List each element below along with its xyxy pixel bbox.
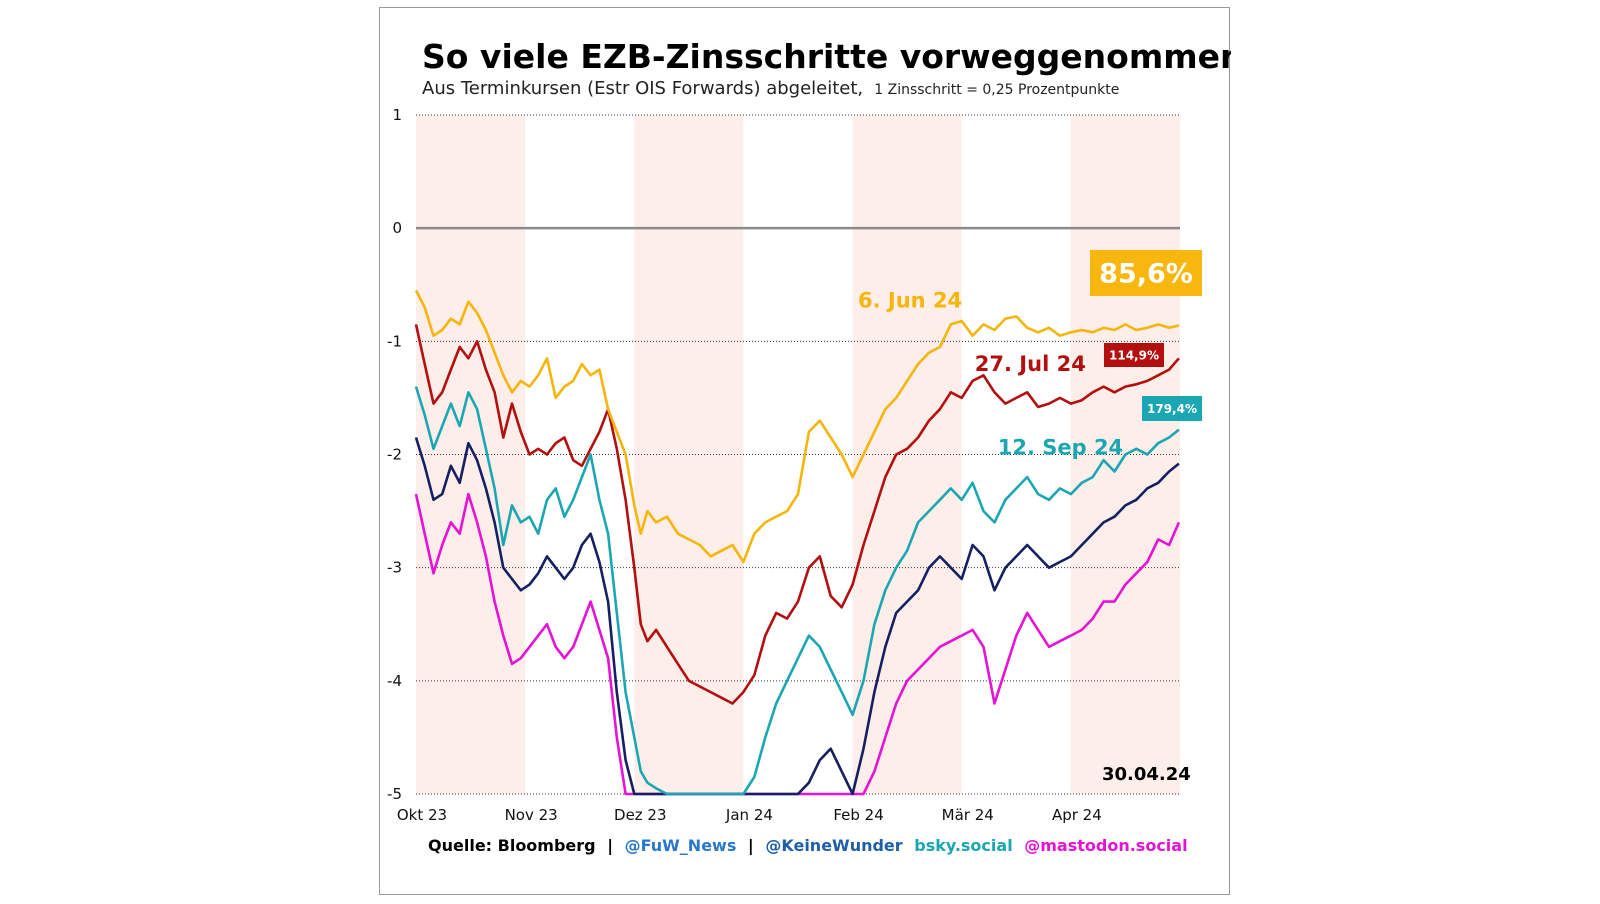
y-tick-label: -4 [387, 672, 402, 690]
series-labels-layer: 6. Jun 24 27. Jul 24 12. Sep 24 85,6% 114,9%… [858, 250, 1202, 460]
y-tick-label: -1 [387, 332, 402, 350]
y-tick-label: -3 [387, 559, 402, 577]
x-tick-label: Nov 23 [505, 806, 558, 824]
series-line-3 [414, 437, 1180, 796]
axis-labels-layer: 1 0 -1 -2 -3 -4 -5 Okt 23 Nov 23 Dez 23 Jan 24 Feb … [387, 106, 1102, 824]
value-badge-text: 179,4% [1147, 402, 1197, 416]
series-line-1 [414, 324, 1180, 705]
series-line-0 [414, 289, 1180, 564]
source-line: Quelle: Bloomberg | @FuW_News | @KeineWu… [428, 836, 1188, 856]
value-badge-text: 85,6% [1099, 259, 1193, 290]
chart-subtitle: Aus Terminkursen (Estr OIS Forwards) abg… [422, 78, 863, 99]
x-tick-label: Mär 24 [942, 806, 994, 824]
series-name-label: 12. Sep 24 [998, 436, 1123, 460]
x-tick-label: Dez 23 [614, 806, 667, 824]
bsky-handle[interactable]: bsky.social [914, 836, 1012, 855]
chart-subtitle-line: Aus Terminkursen (Estr OIS Forwards) abg… [422, 78, 1119, 99]
x-tick-label: Jan 24 [725, 806, 773, 824]
value-badge-box [1104, 343, 1164, 367]
series-line-2 [414, 386, 1180, 796]
value-badge-box [1142, 396, 1202, 421]
source-label: Quelle: Bloomberg [428, 836, 596, 855]
x-tick-label: Okt 23 [397, 806, 447, 824]
value-badge-box [1090, 250, 1202, 296]
series-name-label: 6. Jun 24 [858, 288, 962, 312]
series-line-4 [414, 492, 1181, 796]
source-separator: | [607, 836, 613, 856]
y-tick-label: -2 [387, 446, 402, 464]
date-label: 30.04.24 [1102, 764, 1191, 785]
keinewunder-handle[interactable]: @KeineWunder [765, 836, 902, 855]
mastodon-handle[interactable]: @mastodon.social [1024, 836, 1187, 855]
series-layer [414, 289, 1181, 796]
y-tick-label: 1 [392, 106, 402, 124]
fuw-handle[interactable]: @FuW_News [625, 836, 737, 855]
chart-title: So viele EZB-Zinsschritte vorweggenommen [422, 37, 1231, 76]
x-tick-label: Apr 24 [1052, 806, 1102, 824]
value-badge-text: 114,9% [1109, 348, 1159, 362]
series-name-label: 27. Jul 24 [975, 352, 1086, 376]
y-tick-label: 0 [392, 219, 402, 237]
chart-frame: 1 0 -1 -2 -3 -4 -5 Okt 23 Nov 23 Dez 23 Jan 24 Feb … [379, 7, 1231, 895]
x-tick-label: Feb 24 [833, 806, 883, 824]
chart-svg: 1 0 -1 -2 -3 -4 -5 Okt 23 Nov 23 Dez 23 Jan 24 Feb … [387, 37, 1231, 856]
shaded-month-band [852, 115, 962, 794]
chart-subtitle-note: 1 Zinsschritt = 0,25 Prozentpunkte [874, 82, 1119, 98]
source-separator: | [748, 836, 754, 856]
y-tick-label: -5 [387, 785, 402, 803]
